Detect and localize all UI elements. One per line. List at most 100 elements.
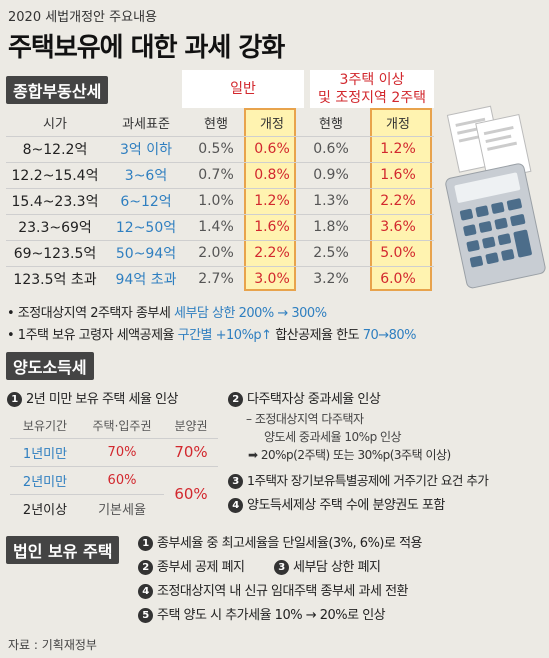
source-credit: 자료 : 기획재정부: [8, 638, 97, 652]
cell-multi-revised: 2.2%: [362, 188, 434, 215]
comprehensive-tax-table: 시가 과세표준 현행 개정 현행 개정 8~12.2억 3억 이하 0.5% 0…: [6, 110, 434, 292]
cell-house: 60%: [80, 465, 164, 494]
cell-multi-revised: 3.6%: [362, 214, 434, 241]
page-title: 주택보유에 대한 과세 강화: [8, 33, 285, 63]
cell-general-revised: 0.8%: [244, 162, 300, 189]
cell-general-revised: 1.6%: [244, 214, 300, 241]
cell-general-current: 1.4%: [188, 214, 244, 241]
table-row: 2년미만 60% 60%: [10, 465, 218, 522]
note-adjusted-area: • 조정대상지역 2주택자 종부세 세부담 상한 200% → 300%: [7, 302, 327, 321]
cell-general-current: 0.7%: [188, 162, 244, 189]
cell-period: 2년이상: [10, 493, 80, 522]
number-badge: 1: [138, 536, 153, 551]
cg-item-2-sub1: – 조정대상지역 다주택자: [246, 412, 364, 426]
cell-multi-current: 0.6%: [300, 136, 362, 163]
cell-price: 123.5억 초과: [13, 272, 97, 289]
note2-highlight: 구간별 +10%p↑: [177, 328, 272, 343]
cell-multi-current: 2.5%: [300, 240, 362, 267]
cell-price: 12.2~15.4억: [6, 162, 104, 189]
col-header-multi-current: 현행: [300, 110, 362, 137]
cg-item-2-sub2: 양도세 중과세율 10%p 인상: [264, 430, 402, 444]
calculator-illustration: [445, 105, 546, 289]
number-badge: 4: [228, 498, 243, 513]
col-header-price: 시가: [6, 110, 104, 137]
corp-item-1-text: 종부세율 중 최고세율을 단일세율(3%, 6%)로 적용: [157, 536, 423, 551]
col-header-multi-revised: 개정: [362, 110, 434, 137]
cell-multi-current: 0.9%: [300, 162, 362, 189]
group-header-multi-home: 3주택 이상 및 조정지역 2주택: [310, 70, 434, 108]
col-header-general-current: 현행: [188, 110, 244, 137]
cg-item-3-text: 1주택자 장기보유특별공제에 거주기간 요건 추가: [247, 473, 489, 488]
corp-item-4-text: 조정대상지역 내 신규 임대주택 종부세 과세 전환: [157, 584, 409, 599]
table-row: 15.4~23.3억 6~12억 1.0% 1.2% 1.3% 2.2%: [6, 188, 434, 215]
cg-item-2: 2 다주택자상 중과세율 인상: [228, 388, 381, 407]
supertitle: 2020 세법개정안 주요내용: [8, 10, 157, 25]
cg-item-4: 4 양도득세제상 주택 수에 분양권도 포함: [228, 494, 445, 513]
cell-multi-revised: 1.2%: [362, 136, 434, 163]
note2-text-2: 합산공제율 한도: [271, 328, 363, 343]
corp-item-1: 1 종부세율 중 최고세율을 단일세율(3%, 6%)로 적용: [138, 532, 423, 551]
number-badge: 4: [138, 584, 153, 599]
cell-multi-current: 1.8%: [300, 214, 362, 241]
table-header-row: 시가 과세표준 현행 개정 현행 개정: [6, 110, 434, 137]
cell-multi-revised: 1.6%: [362, 162, 434, 189]
cg-item-1-text: 2년 미만 보유 주택 세율 인상: [26, 392, 179, 407]
number-badge: 5: [138, 608, 153, 623]
cell-multi-current: 3.2%: [313, 271, 349, 288]
col-header-general-revised: 개정: [244, 110, 300, 137]
note2-highlight-2: 70→80%: [362, 328, 417, 343]
cell-price: 8~12.2억: [6, 136, 104, 163]
col-header-house: 주택·입주권: [92, 419, 152, 434]
number-badge: 2: [138, 560, 153, 575]
cell-general-current: 0.5%: [188, 136, 244, 163]
cell-period: 2년미만: [10, 465, 80, 494]
group-header-multi-line1: 3주택 이상: [339, 72, 405, 88]
col-header-tax-base: 과세표준: [104, 110, 188, 137]
corp-item-5-text: 주택 양도 시 추가세율 10% → 20%로 인상: [157, 608, 386, 623]
col-header-presale: 분양권: [174, 419, 208, 434]
corp-item-2: 2 종부세 공제 폐지: [138, 556, 245, 575]
note1-text: • 조정대상지역 2주택자 종부세: [7, 306, 174, 321]
cell-multi-current: 1.3%: [300, 188, 362, 215]
cell-tax-base: 3억 이하: [104, 136, 188, 163]
group-header-general: 일반: [182, 70, 304, 108]
cell-general-revised: 3.0%: [254, 271, 290, 288]
corp-item-2-text: 종부세 공제 폐지: [157, 560, 245, 575]
cg-item-1: 1 2년 미만 보유 주택 세율 인상: [7, 388, 179, 407]
table-row: 123.5억 초과 94억 초과 2.7% 3.0% 3.2% 6.0%: [6, 266, 434, 292]
number-badge: 3: [274, 560, 289, 575]
cg-item-2-text: 다주택자상 중과세율 인상: [247, 392, 381, 407]
table-row: 12.2~15.4억 3~6억 0.7% 0.8% 0.9% 1.6%: [6, 162, 434, 189]
section-label-comprehensive-tax: 종합부동산세: [6, 76, 109, 104]
number-badge: 2: [228, 392, 243, 407]
corp-item-3-text: 세부담 상한 폐지: [293, 560, 381, 575]
cell-multi-revised: 5.0%: [362, 240, 434, 267]
corp-item-3: 3 세부담 상한 폐지: [274, 556, 381, 575]
cell-general-revised: 1.2%: [244, 188, 300, 215]
note-elderly-credit: • 1주택 보유 고령자 세액공제율 구간별 +10%p↑ 합산공제율 한도 7…: [7, 324, 417, 343]
corp-item-5: 5 주택 양도 시 추가세율 10% → 20%로 인상: [138, 604, 386, 623]
cell-general-current: 2.0%: [188, 240, 244, 267]
note2-text: • 1주택 보유 고령자 세액공제율: [7, 328, 178, 343]
cell-tax-base: 3~6억: [104, 162, 188, 189]
table-row: 69~123.5억 50~94억 2.0% 2.2% 2.5% 5.0%: [6, 240, 434, 267]
cell-presale: 60%: [164, 465, 218, 522]
table-row: 2년이상 기본세율: [10, 493, 218, 522]
cell-tax-base: 94억 초과: [115, 272, 177, 289]
note1-highlight: 세부담 상한 200% → 300%: [174, 306, 327, 321]
section-label-corporate-housing: 법인 보유 주택: [6, 536, 120, 564]
col-header-period: 보유기간: [22, 419, 68, 434]
cell-general-current: 2.7%: [198, 271, 234, 288]
cell-general-revised: 0.6%: [244, 136, 300, 163]
cell-price: 23.3~69억: [6, 214, 104, 241]
table-row: 23.3~69억 12~50억 1.4% 1.6% 1.8% 3.6%: [6, 214, 434, 241]
cg-item-2-sub3: ➡ 20%p(2주택) 또는 30%p(3주택 이상): [248, 448, 451, 462]
cell-presale: 70%: [164, 437, 218, 466]
cg-item-4-text: 양도득세제상 주택 수에 분양권도 포함: [247, 498, 445, 513]
cell-period: 1년미만: [10, 437, 80, 466]
cell-general-current: 1.0%: [188, 188, 244, 215]
corp-item-4: 4 조정대상지역 내 신규 임대주택 종부세 과세 전환: [138, 580, 409, 599]
cell-price: 69~123.5억: [6, 240, 104, 267]
group-header-multi-line2: 및 조정지역 2주택: [318, 90, 426, 106]
cell-price: 15.4~23.3억: [6, 188, 104, 215]
